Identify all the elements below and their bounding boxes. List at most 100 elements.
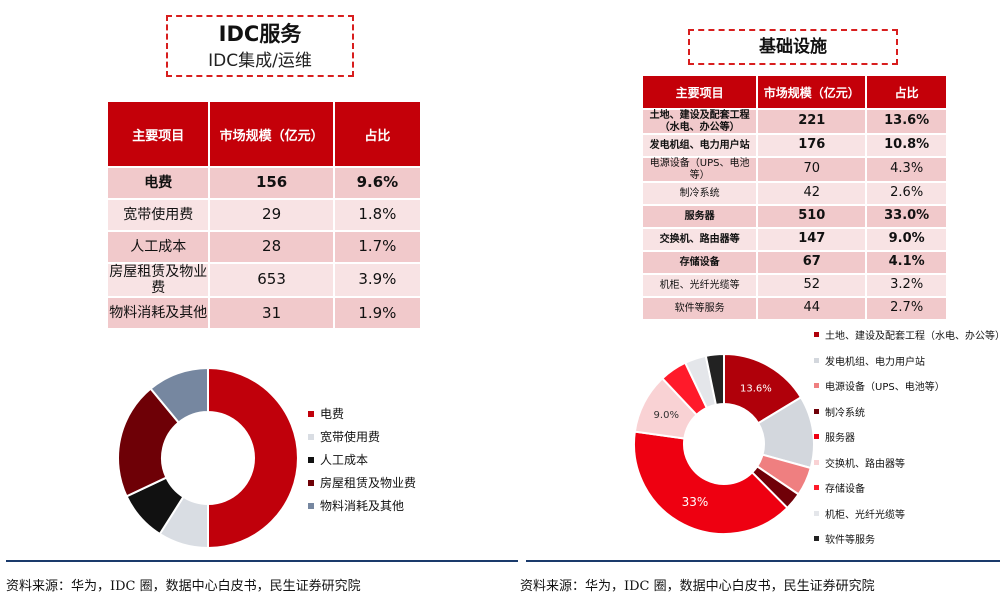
right-cell-item: 交换机、路由器等	[643, 229, 757, 250]
legend-item: 服务器	[814, 424, 1002, 450]
legend-label: 交换机、路由器等	[825, 458, 905, 470]
left-source: 资料来源：华为，IDC 圈，数据中心白皮书，民生证券研究院	[6, 579, 361, 594]
legend-item: 电源设备（UPS、电池等）	[814, 373, 1002, 399]
donut-slice	[207, 366, 299, 550]
legend-swatch	[308, 502, 314, 509]
left-cell-item: 电费	[108, 168, 209, 198]
left-cell-size: 31	[210, 298, 333, 329]
right-cell-item: 制冷系统	[643, 183, 757, 204]
donut-data-label: 9.0%	[654, 410, 679, 421]
left-table-row: 人工成本 28 1.7%	[108, 232, 420, 262]
right-cell-size: 42	[758, 183, 866, 204]
right-header-share: 占比	[867, 76, 946, 108]
right-table-row: 交换机、路由器等 147 9.0%	[643, 229, 946, 250]
donut-slice	[149, 366, 209, 424]
legend-item: 物料消耗及其他	[308, 494, 416, 517]
legend-label: 机柜、光纤光缆等	[825, 509, 905, 521]
right-source: 资料来源：华为，IDC 圈，数据中心白皮书，民生证券研究院	[520, 579, 875, 594]
left-cell-size: 653	[210, 264, 333, 297]
right-cell-item: 电源设备（UPS、电池等）	[643, 158, 757, 181]
right-table-row: 存储设备 67 4.1%	[643, 252, 946, 273]
right-cell-item: 发电机组、电力用户站	[643, 135, 757, 156]
legend-swatch	[308, 456, 314, 463]
right-table-row: 发电机组、电力用户站 176 10.8%	[643, 135, 946, 156]
donut-data-label: 13.6%	[740, 383, 772, 394]
legend-item: 存储设备	[814, 475, 1002, 501]
right-cell-share: 4.1%	[867, 252, 946, 273]
left-cell-size: 29	[210, 200, 333, 230]
legend-label: 宽带使用费	[320, 430, 381, 444]
left-table-row: 宽带使用费 29 1.8%	[108, 200, 420, 230]
legend-label: 人工成本	[320, 453, 369, 467]
legend-label: 物料消耗及其他	[320, 499, 405, 513]
left-header-size: 市场规模（亿元）	[210, 102, 333, 166]
right-cell-item: 服务器	[643, 206, 757, 227]
legend-swatch	[814, 485, 819, 491]
right-cell-share: 2.6%	[867, 183, 946, 204]
left-title: IDC服务	[218, 22, 302, 46]
right-cell-size: 147	[758, 229, 866, 250]
legend-item: 房屋租赁及物业费	[308, 471, 416, 494]
donut-data-label: 33%	[682, 495, 709, 509]
legend-swatch	[814, 536, 819, 542]
donut-slice	[704, 352, 725, 407]
right-cell-share: 2.7%	[867, 298, 946, 319]
right-table: 主要项目 市场规模（亿元） 占比 土地、建设及配套工程（水电、办公等） 221 13…	[641, 74, 948, 321]
right-cell-size: 52	[758, 275, 866, 296]
donut-slice	[117, 387, 181, 498]
right-table-row: 电源设备（UPS、电池等） 70 4.3%	[643, 158, 946, 181]
legend-swatch	[308, 433, 314, 440]
right-title-box: 基础设施	[688, 29, 898, 65]
right-table-row: 制冷系统 42 2.6%	[643, 183, 946, 204]
left-cell-share: 9.6%	[334, 168, 420, 198]
left-title-box: IDC服务 IDC集成/运维	[166, 15, 354, 77]
right-table-row: 机柜、光纤光缆等 52 3.2%	[643, 275, 946, 296]
left-cell-share: 1.7%	[334, 232, 420, 262]
legend-swatch	[814, 510, 819, 516]
legend-item: 机柜、光纤光缆等	[814, 501, 1002, 527]
legend-label: 电费	[320, 407, 345, 421]
left-donut-chart	[117, 366, 299, 550]
right-cell-share: 3.2%	[867, 275, 946, 296]
legend-item: 人工成本	[308, 448, 416, 471]
right-cell-item: 土地、建设及配套工程（水电、办公等）	[643, 110, 757, 133]
donut-slice	[633, 430, 789, 535]
legend-label: 房屋租赁及物业费	[320, 476, 417, 490]
left-table-row: 物料消耗及其他 31 1.9%	[108, 298, 420, 329]
right-cell-size: 510	[758, 206, 866, 227]
left-cell-item: 人工成本	[108, 232, 209, 262]
left-cell-item: 房屋租赁及物业费	[108, 264, 209, 297]
legend-label: 土地、建设及配套工程（水电、办公等）	[825, 331, 1002, 343]
legend-swatch	[308, 410, 314, 417]
right-footer-line	[526, 560, 1000, 562]
right-cell-item: 存储设备	[643, 252, 757, 273]
left-header-item: 主要项目	[108, 102, 209, 166]
right-cell-share: 10.8%	[867, 135, 946, 156]
left-subtitle: IDC集成/运维	[208, 51, 312, 71]
legend-item: 宽带使用费	[308, 425, 416, 448]
legend-item: 交换机、路由器等	[814, 450, 1002, 476]
right-cell-item: 软件等服务	[643, 298, 757, 319]
right-header-size: 市场规模（亿元）	[758, 76, 866, 108]
right-cell-size: 44	[758, 298, 866, 319]
left-cell-size: 156	[210, 168, 333, 198]
right-header-item: 主要项目	[643, 76, 757, 108]
legend-label: 存储设备	[825, 484, 865, 496]
right-cell-size: 70	[758, 158, 866, 181]
right-donut-chart: 13.6% 33% 9.0%	[633, 352, 815, 535]
legend-item: 发电机组、电力用户站	[814, 348, 1002, 374]
left-table-row: 电费 156 9.6%	[108, 168, 420, 198]
left-header-share: 占比	[334, 102, 420, 166]
left-cell-item: 宽带使用费	[108, 200, 209, 230]
left-table: 主要项目 市场规模（亿元） 占比 电费 156 9.6% 宽带使用费 29 1.8% 人工成…	[106, 100, 422, 331]
right-cell-item: 机柜、光纤光缆等	[643, 275, 757, 296]
legend-swatch	[814, 357, 819, 363]
left-cell-share: 1.9%	[334, 298, 420, 329]
left-cell-share: 1.8%	[334, 200, 420, 230]
right-title: 基础设施	[759, 37, 827, 57]
right-cell-share: 13.6%	[867, 110, 946, 133]
legend-label: 制冷系统	[825, 407, 865, 419]
legend-swatch	[814, 383, 819, 389]
right-cell-size: 67	[758, 252, 866, 273]
right-table-row: 服务器 510 33.0%	[643, 206, 946, 227]
